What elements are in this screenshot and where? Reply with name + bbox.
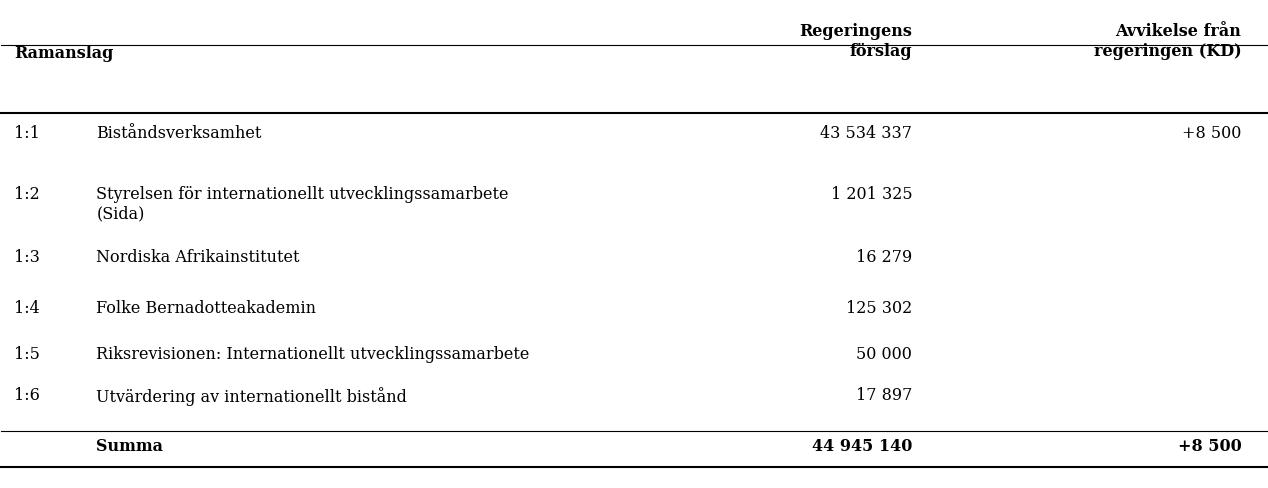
Text: 1:1: 1:1	[14, 125, 39, 142]
Text: Summa: Summa	[96, 438, 164, 455]
Text: 50 000: 50 000	[856, 346, 913, 363]
Text: 44 945 140: 44 945 140	[812, 438, 913, 455]
Text: 17 897: 17 897	[856, 387, 913, 404]
Text: Riksrevisionen: Internationellt utvecklingssamarbete: Riksrevisionen: Internationellt utveckli…	[96, 346, 530, 363]
Text: 125 302: 125 302	[846, 300, 913, 317]
Text: +8 500: +8 500	[1178, 438, 1241, 455]
Text: Utvärdering av internationellt bistånd: Utvärdering av internationellt bistånd	[96, 387, 407, 406]
Text: Nordiska Afrikainstitutet: Nordiska Afrikainstitutet	[96, 249, 299, 266]
Text: Styrelsen för internationellt utvecklingssamarbete
(Sida): Styrelsen för internationellt utveckling…	[96, 186, 508, 223]
Text: 1:5: 1:5	[14, 346, 39, 363]
Text: 1 201 325: 1 201 325	[831, 186, 913, 203]
Text: Folke Bernadotteakademin: Folke Bernadotteakademin	[96, 300, 316, 317]
Text: 1:3: 1:3	[14, 249, 39, 266]
Text: Ramanslag: Ramanslag	[14, 45, 113, 62]
Text: Biståndsverksamhet: Biståndsverksamhet	[96, 125, 261, 142]
Text: +8 500: +8 500	[1182, 125, 1241, 142]
Text: 1:2: 1:2	[14, 186, 39, 203]
Text: Regeringens
förslag: Regeringens förslag	[799, 23, 913, 60]
Text: 1:6: 1:6	[14, 387, 39, 404]
Text: 1:4: 1:4	[14, 300, 39, 317]
Text: 43 534 337: 43 534 337	[820, 125, 913, 142]
Text: Avvikelse från
regeringen (KD): Avvikelse från regeringen (KD)	[1094, 23, 1241, 60]
Text: 16 279: 16 279	[856, 249, 913, 266]
